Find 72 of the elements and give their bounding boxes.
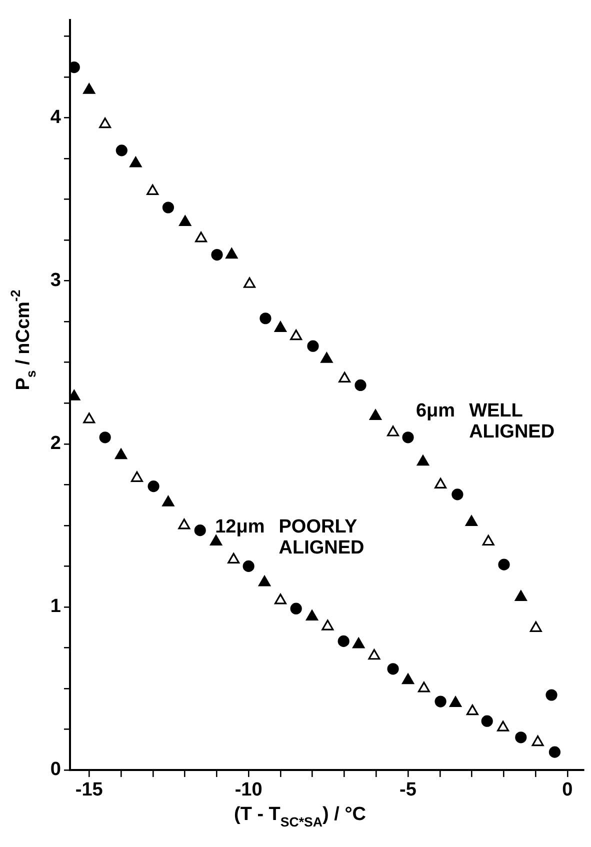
point — [242, 560, 254, 572]
point — [274, 594, 286, 604]
point — [195, 232, 208, 242]
point — [482, 534, 494, 546]
point — [418, 682, 430, 692]
point — [514, 590, 527, 601]
point — [387, 663, 399, 675]
point — [546, 689, 558, 701]
point — [260, 312, 272, 324]
point — [466, 704, 478, 716]
point — [179, 215, 192, 226]
point — [368, 649, 380, 660]
point — [434, 478, 447, 488]
point — [115, 448, 128, 460]
point — [162, 496, 174, 506]
point — [194, 524, 206, 536]
point — [498, 558, 510, 570]
point — [226, 248, 238, 259]
point — [452, 488, 464, 500]
point — [532, 735, 544, 746]
point — [290, 330, 302, 340]
y-tick-label: 4 — [50, 107, 62, 128]
point — [530, 621, 542, 632]
point — [450, 696, 462, 707]
y-axis-title: Ps / nCcm-2 — [8, 290, 38, 390]
point — [338, 372, 351, 382]
point — [274, 321, 286, 332]
x-tick-label: -5 — [400, 780, 417, 801]
point — [146, 184, 159, 195]
point — [354, 379, 366, 392]
point — [83, 412, 96, 424]
x-tick-label: -15 — [75, 780, 104, 801]
point — [497, 720, 510, 732]
point — [148, 480, 160, 492]
point — [244, 277, 256, 288]
point — [548, 746, 560, 758]
y-tick-label: 2 — [50, 433, 61, 454]
point — [320, 352, 333, 363]
point — [417, 455, 429, 466]
point — [130, 471, 143, 482]
point — [322, 620, 334, 630]
annotation: 12μm POORLY ALIGNED — [215, 516, 364, 558]
point — [307, 340, 319, 352]
point — [369, 409, 382, 420]
point — [387, 426, 400, 436]
point — [306, 610, 318, 621]
point — [162, 202, 174, 214]
point — [99, 432, 111, 444]
point — [434, 696, 446, 708]
y-tick-label: 1 — [50, 596, 62, 618]
point — [258, 576, 271, 586]
point — [211, 248, 223, 261]
y-tick-label: 3 — [50, 270, 61, 292]
point — [290, 602, 302, 614]
point — [83, 83, 96, 94]
point — [338, 635, 350, 647]
point — [210, 534, 222, 546]
annotation: 6μm WELL ALIGNED — [416, 400, 555, 443]
point — [130, 156, 142, 168]
x-tick-label: -10 — [234, 780, 262, 801]
point — [116, 144, 128, 156]
point — [99, 118, 112, 128]
point — [352, 638, 365, 648]
y-tick-label: 0 — [50, 759, 61, 780]
point — [515, 732, 527, 744]
x-tick-label: 0 — [562, 780, 573, 801]
point — [228, 552, 240, 564]
point — [481, 715, 493, 727]
point — [402, 674, 414, 684]
point — [178, 518, 190, 530]
point — [465, 515, 478, 526]
point — [402, 432, 414, 444]
